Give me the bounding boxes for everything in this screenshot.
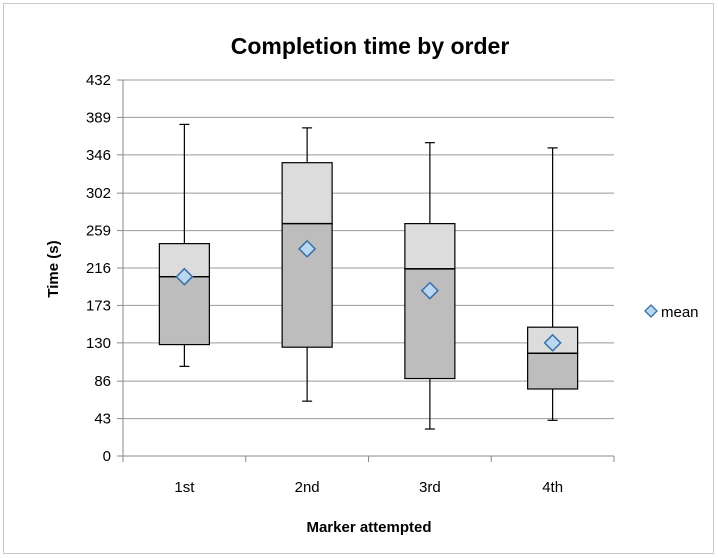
box-3rd [404, 142, 456, 430]
chart-frame [3, 3, 714, 554]
y-tick-label: 389 [86, 109, 111, 126]
mean-marker [543, 333, 562, 352]
y-tick-label: 130 [86, 335, 111, 352]
box-1st [158, 123, 210, 367]
legend-mean-marker [644, 304, 658, 318]
y-tick-label: 432 [86, 72, 111, 89]
x-tick-label: 3rd [419, 479, 441, 496]
y-tick-label: 43 [94, 411, 111, 428]
y-tick-label: 216 [86, 260, 111, 277]
legend-mean-label: mean [661, 304, 699, 321]
boxes [158, 123, 579, 430]
y-tick-label: 259 [86, 223, 111, 240]
box-lower [527, 352, 579, 390]
x-tick-label: 2nd [295, 479, 320, 496]
mean-marker [420, 281, 439, 300]
y-tick-label: 0 [103, 448, 111, 465]
y-axis-title: Time (s) [45, 240, 62, 297]
x-axis: 1st 2nd 3rd 4th [122, 80, 615, 496]
box-upper [281, 162, 333, 225]
mean-marker [298, 239, 317, 258]
x-tick-label: 4th [542, 479, 563, 496]
chart-title: Completion time by order [231, 33, 510, 59]
gridlines [123, 79, 614, 420]
box-2nd [281, 127, 333, 402]
box-upper [404, 223, 456, 270]
x-axis-title: Marker attempted [306, 519, 431, 536]
y-axis-ticks: 0 43 86 130 173 216 259 302 346 389 432 [86, 72, 123, 465]
legend: mean [644, 304, 699, 321]
box-lower [158, 276, 210, 346]
x-tick-label: 1st [174, 479, 195, 496]
y-tick-label: 346 [86, 147, 111, 164]
y-tick-label: 302 [86, 185, 111, 202]
y-tick-label: 173 [86, 297, 111, 314]
mean-marker [175, 267, 194, 286]
box-4th [527, 147, 579, 421]
y-tick-label: 86 [94, 373, 111, 390]
